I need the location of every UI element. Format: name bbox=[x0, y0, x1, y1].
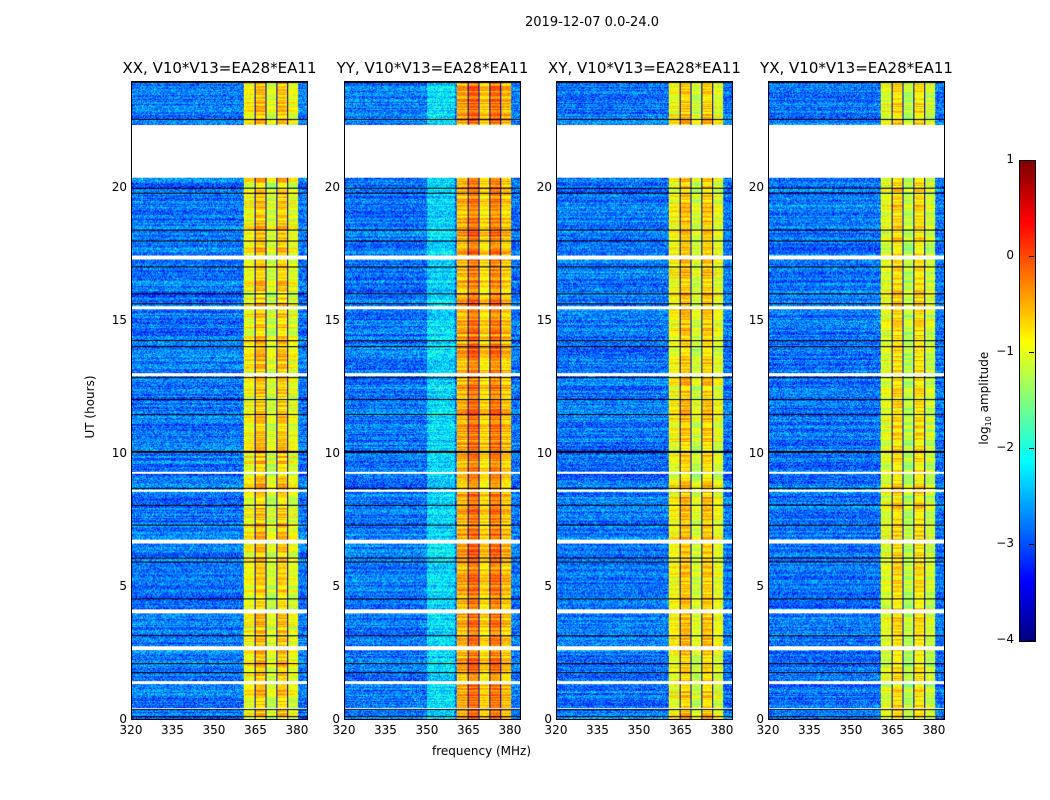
heatmap-panel-0 bbox=[131, 81, 308, 720]
heatmap-image bbox=[769, 82, 944, 719]
colorbar-tick bbox=[1029, 256, 1034, 257]
heatmap-image bbox=[557, 82, 732, 719]
y-tick-label: 10 bbox=[748, 445, 764, 460]
x-tick-label: 320 bbox=[756, 723, 780, 737]
y-tick-label: 5 bbox=[544, 578, 552, 593]
x-tick-label: 380 bbox=[285, 723, 309, 737]
x-tick-label: 350 bbox=[415, 723, 439, 737]
x-tick-label: 380 bbox=[922, 723, 946, 737]
x-tick-label: 335 bbox=[586, 723, 609, 737]
y-tick-label: 5 bbox=[332, 578, 340, 593]
x-tick-label: 320 bbox=[544, 723, 568, 737]
heatmap-image bbox=[345, 82, 520, 719]
x-tick-label: 365 bbox=[244, 723, 267, 737]
x-tick-label: 350 bbox=[839, 723, 863, 737]
x-tick-label: 380 bbox=[710, 723, 734, 737]
colorbar-tick bbox=[1029, 352, 1034, 353]
colorbar-tick-label: 0 bbox=[1006, 248, 1014, 262]
x-axis-label: frequency (MHz) bbox=[432, 744, 532, 758]
heatmap-panel-1 bbox=[344, 81, 521, 720]
y-tick-label: 0 bbox=[119, 712, 127, 726]
y-axis-label: UT (hours) bbox=[83, 375, 97, 439]
y-tick-label: 10 bbox=[324, 445, 340, 460]
x-tick-label: 350 bbox=[202, 723, 226, 737]
colorbar-tick-label: −1 bbox=[996, 344, 1014, 358]
y-tick-label: 10 bbox=[111, 445, 127, 460]
figure-title: 2019-12-07 0.0-24.0 bbox=[525, 15, 659, 30]
y-tick-label: 15 bbox=[111, 312, 127, 327]
colorbar-tick-label: 1 bbox=[1006, 152, 1014, 166]
x-tick-label: 365 bbox=[881, 723, 904, 737]
heatmap-panel-3 bbox=[768, 81, 945, 720]
y-tick-label: 20 bbox=[111, 179, 127, 194]
x-tick-label: 335 bbox=[161, 723, 184, 737]
colorbar-label: log10 amplitude bbox=[976, 351, 994, 445]
colorbar-tick-label: −2 bbox=[996, 440, 1014, 454]
x-tick-label: 335 bbox=[798, 723, 821, 737]
panel-title: XX, V10*V13=EA28*EA11 bbox=[122, 59, 317, 77]
x-tick-label: 365 bbox=[457, 723, 480, 737]
y-tick-label: 20 bbox=[748, 179, 764, 194]
colorbar-tick bbox=[1029, 448, 1034, 449]
panel-title: YX, V10*V13=EA28*EA11 bbox=[760, 59, 953, 77]
colorbar-tick bbox=[1029, 544, 1034, 545]
colorbar-tick bbox=[1029, 160, 1034, 161]
colorbar bbox=[1019, 160, 1036, 642]
y-tick-label: 15 bbox=[324, 312, 340, 327]
y-tick-label: 5 bbox=[119, 578, 127, 593]
y-tick-label: 0 bbox=[756, 712, 764, 726]
x-tick-label: 365 bbox=[669, 723, 692, 737]
y-tick-label: 20 bbox=[324, 179, 340, 194]
colorbar-tick-label: −4 bbox=[996, 632, 1014, 646]
y-tick-label: 20 bbox=[536, 179, 552, 194]
heatmap-image bbox=[132, 82, 307, 719]
y-tick-label: 5 bbox=[756, 578, 764, 593]
panel-title: YY, V10*V13=EA28*EA11 bbox=[336, 59, 529, 77]
y-tick-label: 0 bbox=[544, 712, 552, 726]
x-tick-label: 335 bbox=[374, 723, 397, 737]
y-tick-label: 0 bbox=[332, 712, 340, 726]
x-tick-label: 380 bbox=[498, 723, 522, 737]
y-tick-label: 15 bbox=[748, 312, 764, 327]
panel-title: XY, V10*V13=EA28*EA11 bbox=[548, 59, 741, 77]
x-tick-label: 350 bbox=[627, 723, 651, 737]
y-tick-label: 15 bbox=[536, 312, 552, 327]
heatmap-panel-2 bbox=[556, 81, 733, 720]
colorbar-tick bbox=[1029, 640, 1034, 641]
colorbar-tick-label: −3 bbox=[996, 536, 1014, 550]
y-tick-label: 10 bbox=[536, 445, 552, 460]
x-tick-label: 320 bbox=[332, 723, 356, 737]
x-tick-label: 320 bbox=[119, 723, 143, 737]
